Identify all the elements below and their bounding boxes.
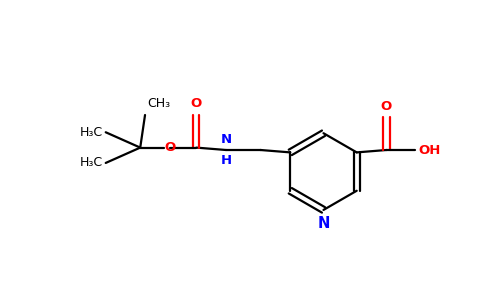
Text: N: N xyxy=(221,133,232,146)
Text: N: N xyxy=(318,216,330,231)
Text: CH₃: CH₃ xyxy=(148,97,170,110)
Text: O: O xyxy=(381,100,392,112)
Text: H₃C: H₃C xyxy=(80,126,103,139)
Text: O: O xyxy=(191,97,202,110)
Text: O: O xyxy=(165,141,176,154)
Text: H: H xyxy=(221,154,232,167)
Text: H₃C: H₃C xyxy=(80,156,103,170)
Text: OH: OH xyxy=(418,143,440,157)
